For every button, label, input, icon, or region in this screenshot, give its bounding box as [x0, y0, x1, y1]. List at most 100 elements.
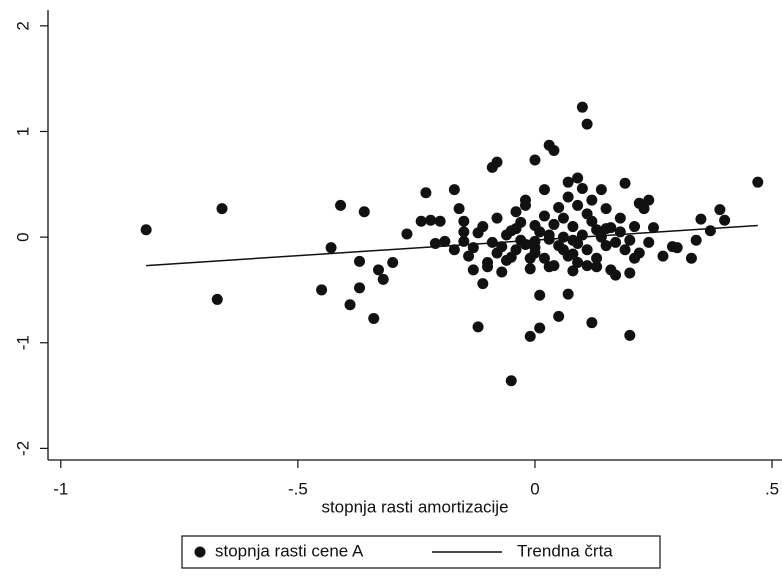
scatter-point — [448, 244, 460, 256]
scatter-point — [553, 202, 565, 214]
x-tick-label: -.5 — [288, 479, 308, 498]
scatter-point — [624, 234, 636, 246]
scatter-point — [543, 261, 555, 273]
y-tick-label: -1 — [13, 335, 32, 350]
trend-line — [146, 224, 758, 267]
scatter-point — [586, 317, 598, 329]
scatter-point — [501, 254, 513, 266]
scatter-point — [576, 183, 588, 195]
scatter-point — [425, 214, 437, 226]
scatter-point — [524, 330, 536, 342]
scatter-point — [553, 310, 565, 322]
scatter-point — [358, 206, 370, 218]
scatter-point — [557, 244, 569, 256]
scatter-point — [557, 231, 569, 243]
x-axis-label: stopnja rasti amortizacije — [321, 497, 508, 516]
scatter-point — [420, 187, 432, 199]
scatter-point — [719, 214, 731, 226]
legend-label: Trendna črta — [517, 541, 613, 560]
scatter-point — [524, 263, 536, 275]
scatter-point — [648, 222, 660, 234]
scatter-point — [538, 252, 550, 264]
scatter-point — [510, 206, 522, 218]
scatter-point — [572, 172, 584, 184]
scatter-point — [434, 215, 446, 227]
scatter-point — [458, 215, 470, 227]
scatter-point — [610, 269, 622, 281]
scatter-point — [538, 184, 550, 196]
scatter-point — [510, 244, 522, 256]
scatter-point — [477, 278, 489, 290]
scatter-point — [354, 255, 366, 267]
legend-label: stopnja rasti cene A — [215, 541, 364, 560]
scatter-point — [619, 244, 631, 256]
scatter-point — [529, 235, 541, 247]
scatter-point — [595, 231, 607, 243]
scatter-point — [704, 225, 716, 237]
scatter-point — [477, 221, 489, 233]
scatter-point — [581, 118, 593, 130]
scatter-point — [534, 289, 546, 301]
scatter-point — [581, 260, 593, 272]
scatter-point — [595, 184, 607, 196]
scatter-point — [458, 226, 470, 238]
scatter-point — [557, 212, 569, 224]
scatter-point — [643, 194, 655, 206]
scatter-point — [472, 321, 484, 333]
scatter-point — [482, 261, 494, 273]
scatter-point — [448, 184, 460, 196]
scatter-point — [335, 199, 347, 211]
x-tick-label: -1 — [53, 479, 68, 498]
scatter-point — [519, 239, 531, 251]
scatter-point — [415, 215, 427, 227]
scatter-point — [591, 261, 603, 273]
scatter-point — [519, 194, 531, 206]
scatter-point — [581, 208, 593, 220]
scatter-point — [657, 250, 669, 262]
scatter-point — [562, 191, 574, 203]
scatter-point — [505, 225, 517, 237]
scatter-point — [377, 273, 389, 285]
scatter-point — [752, 176, 764, 188]
scatter-point — [548, 144, 560, 156]
scatter-point — [572, 237, 584, 249]
legend-marker — [194, 546, 206, 558]
scatter-point — [548, 218, 560, 230]
x-tick-label: 0 — [530, 479, 539, 498]
scatter-point — [576, 229, 588, 241]
scatter-point — [368, 312, 380, 324]
scatter-point — [529, 247, 541, 259]
scatter-point — [624, 329, 636, 341]
scatter-point — [453, 203, 465, 215]
scatter-point — [624, 267, 636, 279]
scatter-point — [685, 252, 697, 264]
scatter-point — [600, 223, 612, 235]
scatter-point — [534, 322, 546, 334]
scatter-point — [629, 221, 641, 233]
scatter-point — [534, 226, 546, 238]
scatter-point — [581, 244, 593, 256]
legend-box — [181, 535, 661, 569]
scatter-point — [387, 256, 399, 268]
scatter-point — [572, 256, 584, 268]
scatter-point — [439, 235, 451, 247]
y-tick-label: 2 — [13, 21, 32, 30]
scatter-point — [633, 247, 645, 259]
scatter-point — [401, 228, 413, 240]
scatter-point — [344, 299, 356, 311]
y-tick-label: 0 — [13, 232, 32, 241]
scatter-point — [567, 265, 579, 277]
scatter-point — [690, 234, 702, 246]
scatter-point — [671, 242, 683, 254]
scatter-point — [576, 101, 588, 113]
scatter-point — [491, 212, 503, 224]
scatter-point — [638, 203, 650, 215]
scatter-point — [463, 250, 475, 262]
scatter-point — [515, 216, 527, 228]
scatter-point — [505, 375, 517, 387]
scatter-point — [619, 177, 631, 189]
scatter-point — [211, 293, 223, 305]
scatter-point — [600, 240, 612, 252]
scatter-point — [572, 199, 584, 211]
